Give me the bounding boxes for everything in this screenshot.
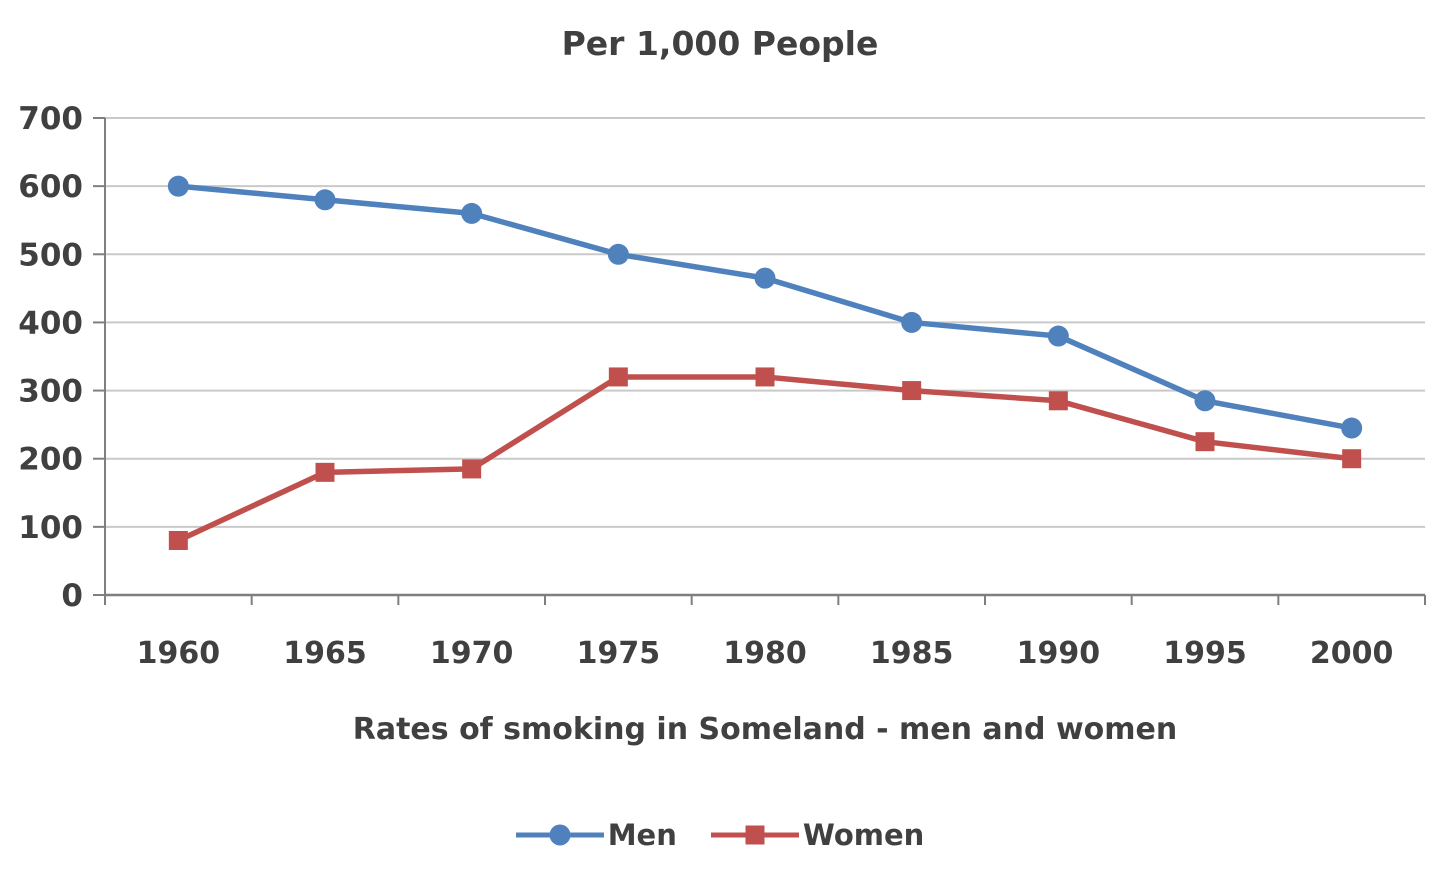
series-line-men: [175, 183, 1355, 431]
marker-men: [314, 189, 336, 211]
marker-women: [755, 367, 775, 387]
x-tick-label: 1980: [723, 636, 807, 671]
marker-women: [462, 459, 482, 479]
marker-men: [1194, 390, 1216, 412]
y-tick-label: 200: [18, 442, 83, 478]
marker-men: [607, 243, 629, 265]
marker-women: [902, 381, 922, 401]
plot-area: 0 100 200 300 400 500 600 700 1960 1965 1970 1975 19…: [18, 101, 1426, 671]
y-tick-label: 100: [18, 510, 83, 546]
x-tick-label: 1965: [283, 636, 367, 671]
x-tick-label: 1975: [577, 636, 661, 671]
marker-men: [167, 175, 189, 197]
x-tick-label: 1990: [1017, 636, 1101, 671]
y-tick-label: 0: [61, 578, 83, 614]
marker-women: [315, 462, 335, 482]
y-tick-label: 300: [18, 374, 83, 410]
marker-men: [1047, 325, 1069, 347]
x-tick-label: 2000: [1310, 636, 1394, 671]
marker-women: [608, 367, 628, 387]
chart-title: Per 1,000 People: [561, 24, 879, 63]
marker-women: [1195, 432, 1215, 452]
x-axis-title: Rates of smoking in Someland - men and w…: [352, 712, 1178, 747]
legend-label-men: Men: [607, 818, 677, 852]
y-tick-label: 600: [18, 169, 83, 205]
legend-label-women: Women: [802, 818, 925, 852]
marker-men: [1341, 417, 1363, 439]
legend: Men Women: [0, 818, 1440, 852]
x-tick-label: 1960: [137, 636, 221, 671]
women-line-square-icon: [710, 825, 799, 845]
x-tick-label: 1970: [430, 636, 514, 671]
legend-item-women: Women: [710, 818, 925, 852]
marker-men: [461, 202, 483, 224]
legend-item-men: Men: [515, 818, 677, 852]
marker-women: [168, 530, 188, 550]
y-tick-label: 700: [18, 101, 83, 137]
y-tick-label: 400: [18, 305, 83, 341]
men-line-circle-icon: [515, 824, 604, 846]
marker-women: [1342, 449, 1362, 469]
y-tick-label: 500: [18, 237, 83, 273]
x-tick-label: 1985: [870, 636, 954, 671]
x-tick-label: 1995: [1163, 636, 1247, 671]
marker-women: [1048, 391, 1068, 411]
marker-men: [901, 311, 923, 333]
marker-men: [754, 267, 776, 289]
